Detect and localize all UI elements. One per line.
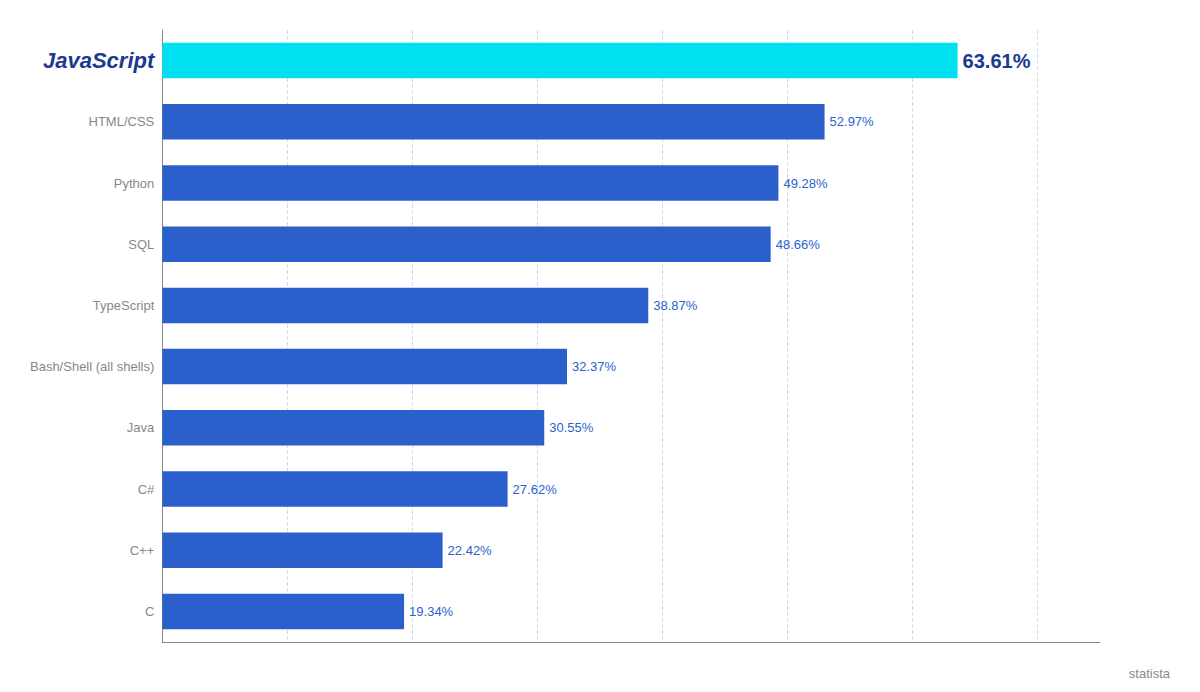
svg-text:C++: C++: [130, 543, 155, 558]
svg-text:Bash/Shell (all shells): Bash/Shell (all shells): [30, 359, 154, 374]
svg-text:63.61%: 63.61%: [963, 50, 1031, 72]
svg-text:C#: C#: [138, 482, 155, 497]
svg-text:52.97%: 52.97%: [830, 114, 875, 129]
svg-text:C: C: [145, 604, 154, 619]
svg-text:32.37%: 32.37%: [572, 359, 617, 374]
svg-text:38.87%: 38.87%: [653, 298, 698, 313]
svg-text:49.28%: 49.28%: [783, 176, 828, 191]
svg-text:SQL: SQL: [128, 237, 154, 252]
svg-text:30.55%: 30.55%: [549, 420, 594, 435]
svg-text:statista: statista: [1129, 666, 1171, 681]
svg-text:TypeScript: TypeScript: [93, 298, 155, 313]
svg-text:48.66%: 48.66%: [776, 237, 821, 252]
svg-text:Java: Java: [127, 420, 155, 435]
svg-text:Python: Python: [114, 176, 154, 191]
svg-text:HTML/CSS: HTML/CSS: [89, 114, 155, 129]
svg-text:22.42%: 22.42%: [448, 543, 493, 558]
svg-text:19.34%: 19.34%: [409, 604, 454, 619]
svg-text:JavaScript: JavaScript: [43, 48, 156, 73]
svg-text:27.62%: 27.62%: [513, 482, 558, 497]
